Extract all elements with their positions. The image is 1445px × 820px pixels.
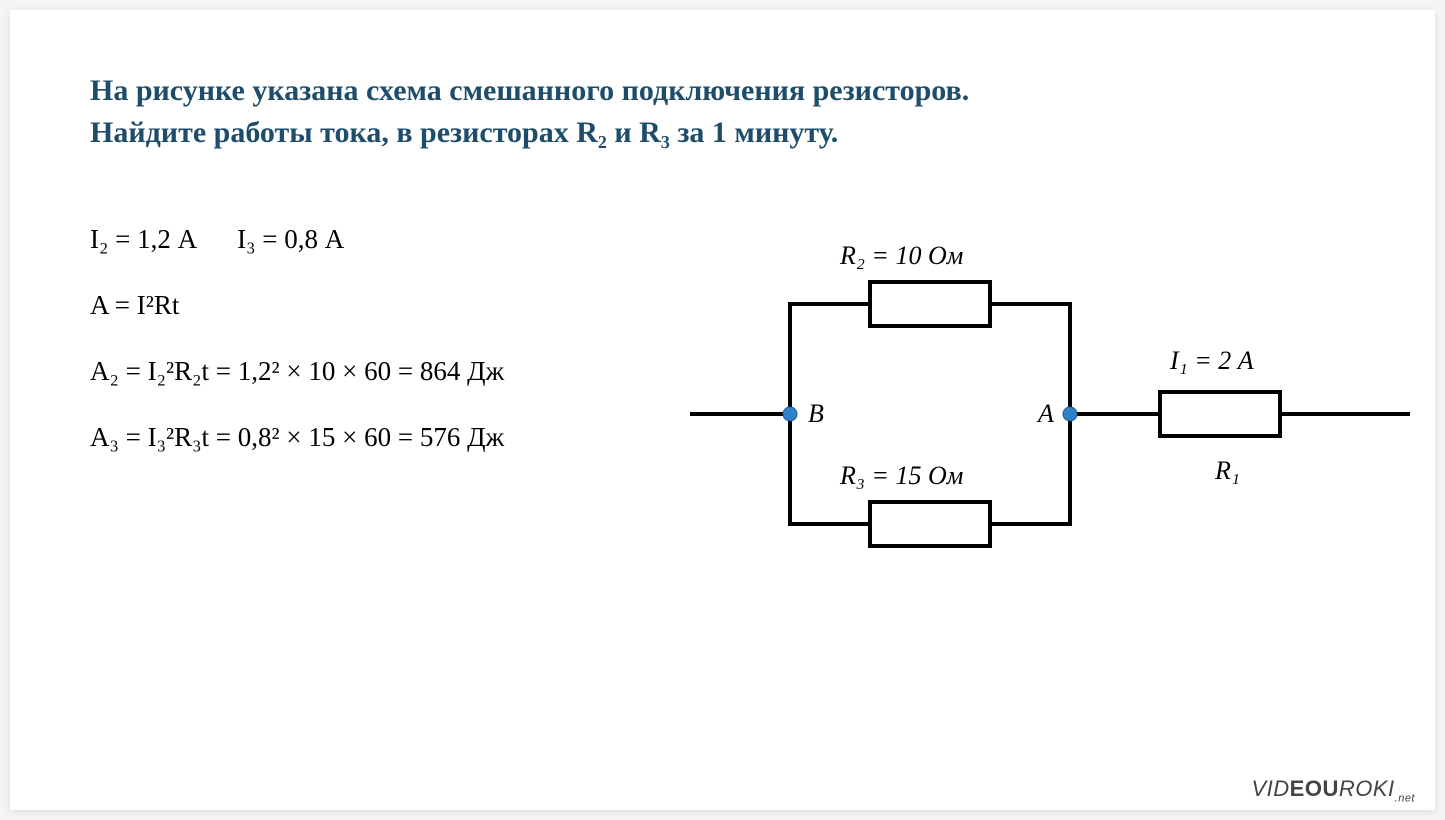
svg-text:R₂ = 10 Ом: R₂ = 10 Ом [839, 241, 963, 270]
watermark-net: .net [1395, 792, 1415, 804]
svg-text:B: B [808, 399, 824, 428]
formula-block: I₂ = 1,2 А I₃ = 0,8 А A = I²Rt A₂ = I₂²R… [90, 224, 650, 584]
content-area: I₂ = 1,2 А I₃ = 0,8 А A = I²Rt A₂ = I₂²R… [90, 224, 1355, 584]
a2-calculation: A₂ = I₂²R₂t = 1,2² × 10 × 60 = 864 Дж [90, 356, 650, 387]
a3-calculation: A₃ = I₃²R₃t = 0,8² × 15 × 60 = 576 Дж [90, 422, 650, 453]
watermark: VIDEOUROKI.net [1251, 776, 1415, 804]
work-general-formula: A = I²Rt [90, 290, 650, 321]
svg-text:A: A [1036, 399, 1054, 428]
circuit-svg: R₂ = 10 Ом R₃ = 15 Ом I₁ = 2 А R₁ A B [690, 224, 1410, 584]
problem-title: На рисунке указана схема смешанного подк… [90, 70, 1355, 154]
watermark-eou: EOU [1290, 776, 1339, 801]
watermark-roki: ROKI [1339, 776, 1395, 801]
slide: На рисунке указана схема смешанного подк… [10, 10, 1435, 810]
watermark-vid: VID [1251, 776, 1289, 801]
i3-value: I₃ = 0,8 А [237, 224, 344, 255]
svg-text:R₁: R₁ [1214, 456, 1240, 485]
current-values-row: I₂ = 1,2 А I₃ = 0,8 А [90, 224, 650, 255]
title-line-2: Найдите работы тока, в резисторах R₂ и R… [90, 116, 838, 149]
svg-text:R₃ = 15 Ом: R₃ = 15 Ом [839, 461, 963, 490]
title-line-1: На рисунке указана схема смешанного подк… [90, 74, 969, 107]
circuit-diagram: R₂ = 10 Ом R₃ = 15 Ом I₁ = 2 А R₁ A B [690, 224, 1355, 584]
i2-value: I₂ = 1,2 А [90, 224, 197, 255]
svg-text:I₁ = 2 А: I₁ = 2 А [1169, 346, 1254, 375]
